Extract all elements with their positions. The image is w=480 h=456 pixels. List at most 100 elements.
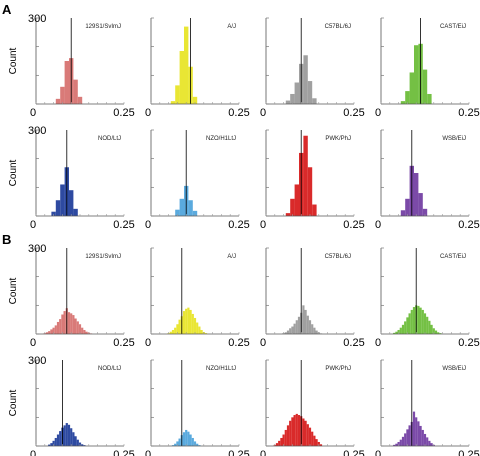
histogram-bar (50, 443, 53, 446)
x-tick-label-0: 0 (260, 449, 266, 456)
histogram-bar (51, 211, 56, 216)
histogram-bar (284, 429, 287, 446)
x-tick-label-0-25: 0.25 (458, 107, 479, 119)
histogram-bar (419, 425, 422, 446)
strain-label: CAST/EiJ (440, 254, 466, 260)
histogram-bar (278, 440, 281, 446)
histogram-bar (417, 305, 420, 334)
histogram-bar (184, 26, 189, 105)
histogram-bar (312, 98, 317, 104)
x-tick-label-0-25: 0.25 (228, 337, 249, 349)
histogram-a1-c57: C57BL/6J 0 0.25 (260, 17, 365, 119)
histogram-bar (397, 329, 400, 334)
x-tick-label-0: 0 (145, 449, 151, 456)
histogram-bar (74, 436, 77, 446)
histogram-bar (178, 438, 181, 446)
histogram-bar (307, 167, 313, 216)
x-tick-label-0-25: 0.25 (343, 337, 364, 349)
histogram-bar (290, 198, 295, 216)
histogram-b2-nod: NOD/LtJ 300 Count 0 0.25 (8, 355, 135, 456)
histogram-bar (60, 184, 65, 216)
histogram-bar (67, 312, 71, 334)
histogram-bar (404, 321, 407, 334)
histogram-bar (399, 439, 402, 446)
histogram-bar (52, 327, 55, 334)
histogram-bar (286, 330, 290, 334)
histogram-bar (286, 425, 290, 446)
histogram-bar (308, 320, 312, 334)
histogram-bar (313, 435, 316, 446)
histogram-bar (185, 429, 188, 446)
strain-label: A/J (227, 24, 236, 30)
histogram-bar (193, 441, 197, 446)
histogram-bar (284, 332, 287, 334)
histogram-bar (414, 173, 419, 216)
histogram-bar (72, 315, 75, 334)
x-tick-label-0-25: 0.25 (343, 107, 364, 119)
histogram-bar (306, 315, 309, 334)
histogram-bar (174, 443, 177, 446)
histogram-bar (182, 311, 186, 334)
histogram-bar (311, 431, 314, 446)
histogram-b2-wsb: WSB/EiJ 0 0.25 (375, 359, 480, 456)
histogram-bar (200, 329, 203, 334)
strain-label: 129S1/SvImJ (85, 254, 121, 260)
histogram-bar (291, 326, 294, 334)
histogram-bar (306, 424, 309, 446)
histogram-bar (64, 61, 69, 104)
histogram-bar (59, 431, 62, 446)
x-tick-label-0: 0 (30, 107, 36, 119)
histogram-bar (175, 209, 180, 216)
histogram-bar (77, 96, 83, 104)
histogram-bar (412, 411, 416, 446)
histogram-bar (85, 331, 88, 334)
histogram-bar (280, 437, 283, 446)
histogram-bar (73, 79, 78, 104)
x-tick-label-0: 0 (30, 219, 36, 231)
histogram-bar (187, 431, 190, 446)
histogram-bar (48, 331, 51, 334)
histogram-bar (319, 444, 323, 446)
histogram-bar (176, 324, 179, 334)
histogram-a2-nzo: NZO/H1LtJ 0 0.25 (145, 129, 250, 231)
histogram-bar (196, 443, 199, 446)
histogram-bar (426, 316, 429, 334)
histogram-bar (54, 437, 57, 446)
histogram-bar (432, 328, 435, 334)
x-tick-label-0: 0 (375, 337, 381, 349)
histogram-bar (196, 322, 199, 334)
histogram-bar (56, 434, 60, 446)
histogram-bar (401, 436, 405, 446)
histogram-bar (61, 314, 64, 334)
histogram-bar (423, 433, 427, 446)
x-tick-label-0: 0 (260, 107, 266, 119)
strain-label: C57BL/6J (325, 24, 351, 30)
histogram-bar (191, 313, 194, 334)
histogram-bar (422, 69, 428, 104)
histogram-bar (198, 326, 201, 334)
histogram-a2-nod: NOD/LtJ 300 Count 0 0.25 (8, 125, 135, 231)
histogram-bar (73, 208, 78, 216)
histogram-bar (63, 425, 66, 446)
histogram-bar (176, 441, 179, 446)
x-tick-label-0-25: 0.25 (458, 337, 479, 349)
histogram-bar (170, 101, 176, 104)
histogram-bar (289, 328, 292, 334)
histogram-bar (400, 101, 406, 104)
histogram-bar (302, 418, 305, 446)
histogram-bar (285, 100, 291, 104)
histogram-b1-129s1: 129S1/SvImJ 300 Count 0 0.25 (8, 243, 135, 349)
histogram-bar (189, 434, 192, 446)
strain-label: PWK/PhJ (325, 136, 351, 142)
y-tick-label-300: 300 (28, 13, 46, 25)
histogram-bar (174, 327, 177, 334)
histogram-bar (437, 332, 440, 334)
x-tick-label-0-25: 0.25 (458, 449, 479, 456)
histogram-bar (198, 445, 201, 446)
histogram-bar (307, 81, 313, 104)
histogram-bar (406, 317, 409, 334)
histogram-bar (83, 445, 86, 446)
x-tick-label-0: 0 (375, 449, 381, 456)
x-tick-label-0-25: 0.25 (113, 219, 134, 231)
